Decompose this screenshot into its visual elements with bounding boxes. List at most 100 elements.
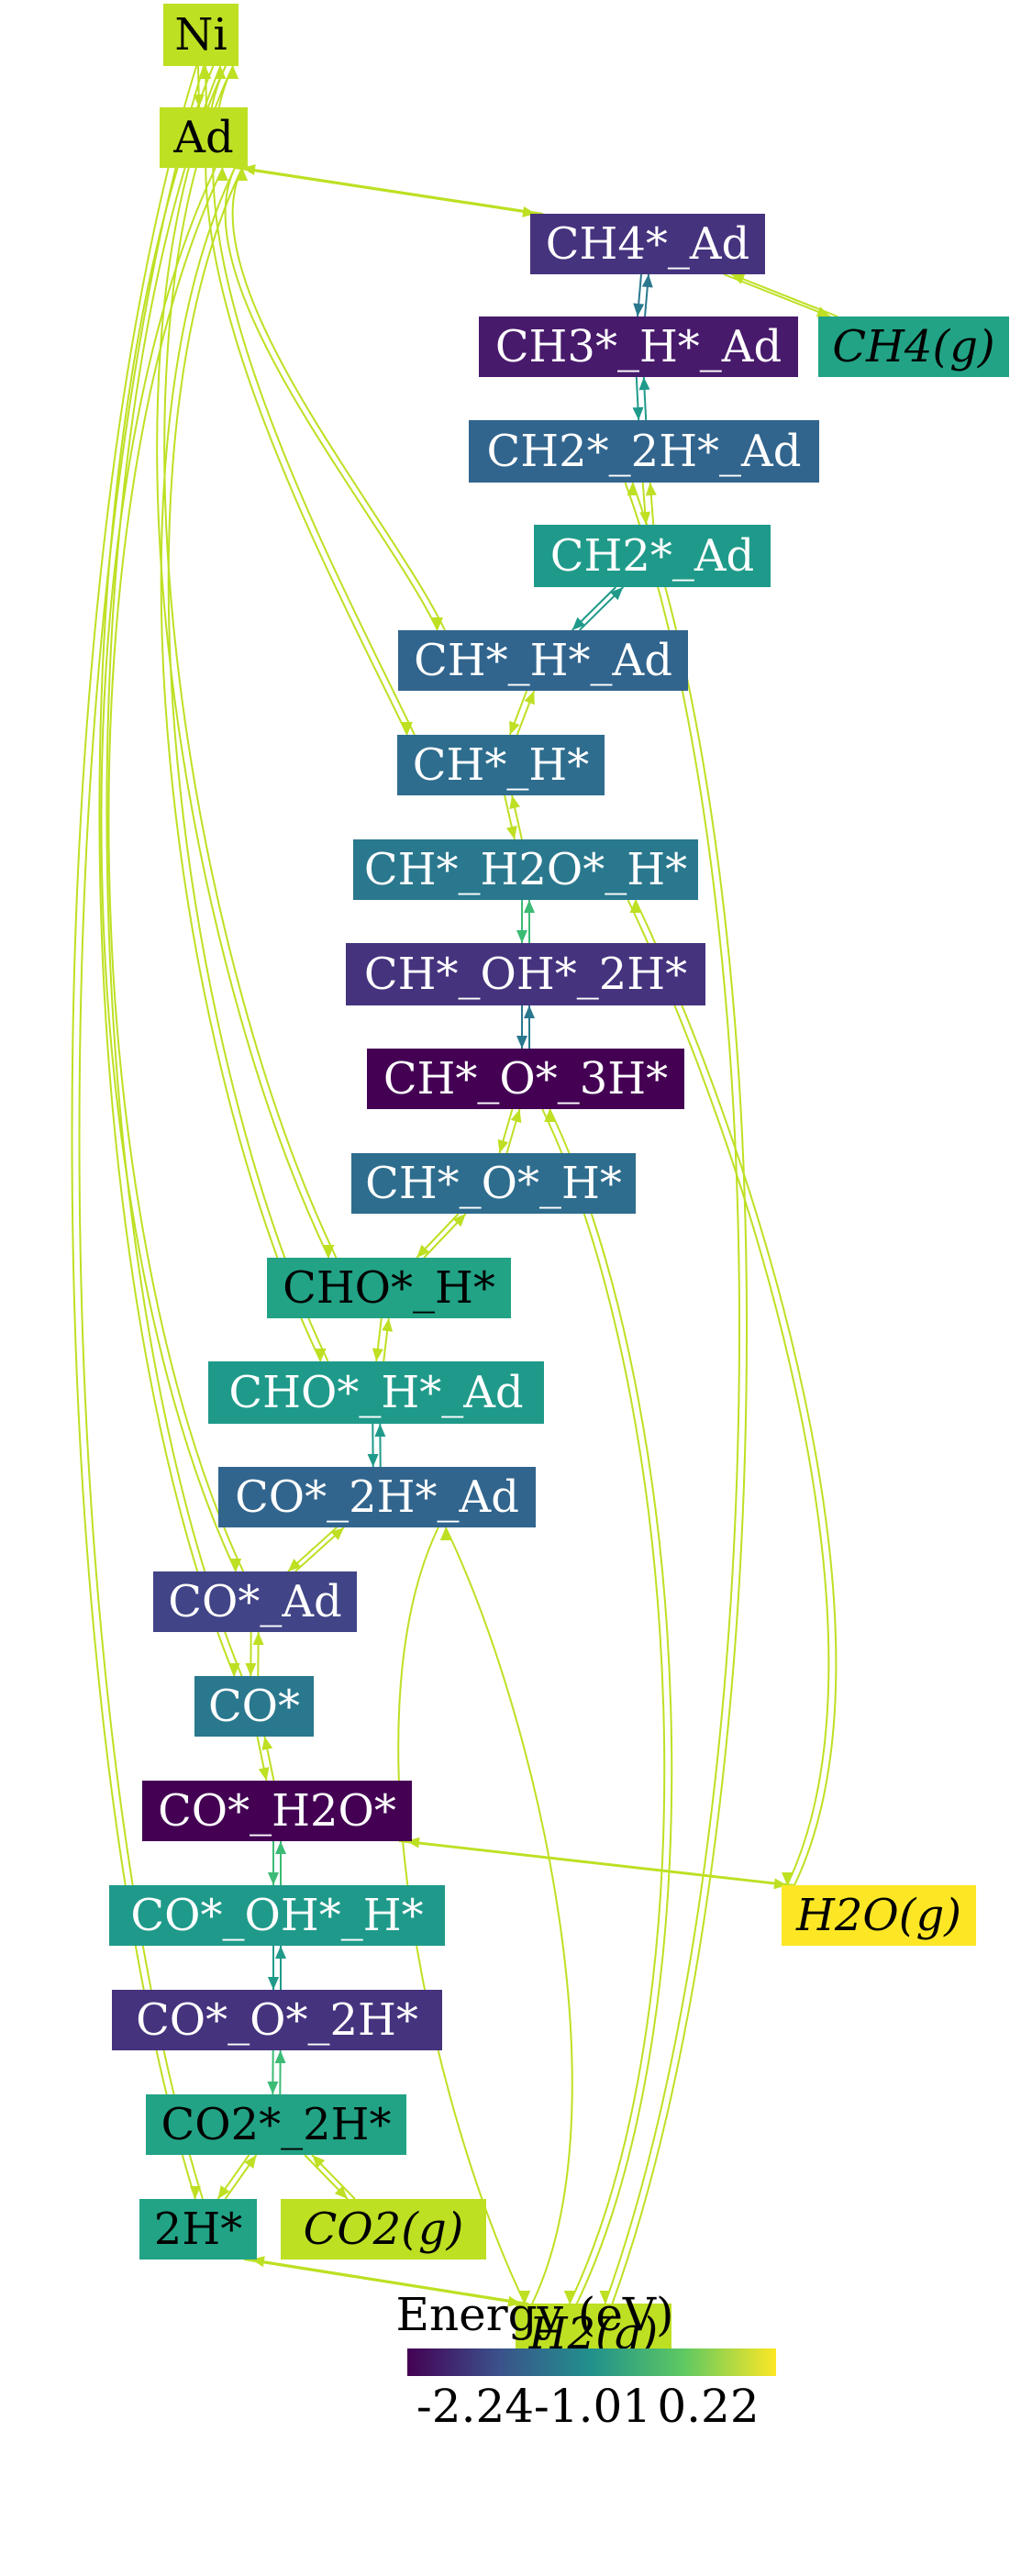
node-box-CH_O_3H — [367, 1049, 684, 1109]
arrowhead-H2-to-Ni — [198, 66, 210, 79]
node-box-CH4_Ad — [530, 214, 765, 274]
node-label-CH4_Ad: CH4*_Ad — [546, 218, 750, 270]
node-CH2_2H_Ad: CH2*_2H*_Ad — [469, 420, 819, 483]
arrowhead-CH3_H_Ad-to-CH2_2H_Ad — [632, 406, 644, 420]
node-CH4_Ad: CH4*_Ad — [530, 214, 765, 274]
edge-CHO_H_Ad-to-Ad — [167, 167, 329, 1362]
node-CH_H2O_H: CH*_H2O*_H* — [353, 839, 698, 900]
arrowhead-CO_OH_H-to-CO_H2O — [275, 1841, 286, 1854]
node-CO_H2O: CO*_H2O* — [142, 1781, 412, 1841]
arrowhead-CH_O_H-to-CHO_H — [416, 1244, 430, 1258]
edge-H2g-to-H2 — [250, 2259, 529, 2304]
node-label-CH_O_3H: CH*_O*_3H* — [383, 1053, 668, 1105]
node-CH3_H_Ad: CH3*_H*_Ad — [479, 316, 798, 377]
edge-H2Og-to-CO_H2O — [405, 1840, 795, 1886]
colorbar-tick-mid: -1.01 — [534, 2380, 651, 2433]
arrowhead-CHO_H-to-Ni — [228, 66, 239, 79]
node-box-CH2_2H_Ad — [469, 420, 819, 483]
arrowhead-CO_2H_Ad-to-CO_Ad — [287, 1559, 302, 1571]
node-label-CO_H2O: CO*_H2O* — [158, 1785, 396, 1837]
colorbar-tick-max: 0.22 — [657, 2380, 759, 2433]
node-label-CO_Ad: CO*_Ad — [168, 1576, 341, 1627]
node-CHO_H_Ad: CHO*_H*_Ad — [208, 1361, 544, 1424]
node-CH_H_Ad: CH*_H*_Ad — [398, 630, 688, 691]
edge-Ad-to-CH_H_Ad — [224, 167, 438, 631]
node-H2: 2H* — [139, 2199, 257, 2260]
node-CH2_Ad: CH2*_Ad — [534, 525, 771, 587]
arrowhead-CH_H-to-CH_H_Ad — [524, 691, 535, 705]
edges-layer — [71, 65, 838, 2307]
arrowhead-CO-to-CO_H2O — [258, 1767, 270, 1781]
arrowhead-H2g-to-CH_O_3H — [544, 1109, 556, 1122]
arrowhead-CHO_H-to-CHO_H_Ad — [372, 1348, 383, 1361]
arrowhead-CH_H-to-CH_H2O_H — [505, 826, 517, 839]
node-label-CO2_2H: CO2*_2H* — [161, 2099, 391, 2150]
colorbar-title: Energy (eV) — [395, 2288, 673, 2341]
edge-CO-to-Ni — [105, 65, 243, 1677]
node-CO2_2H: CO2*_2H* — [146, 2094, 406, 2155]
arrowhead-CH2_2H_Ad-to-CH3_H_Ad — [638, 377, 650, 391]
node-CO_2H_Ad: CO*_2H*_Ad — [218, 1467, 536, 1527]
edge-H2-to-H2g — [243, 2259, 522, 2304]
arrowhead-CH_O_3H-to-H2g — [563, 2291, 575, 2304]
node-label-CO_2H_Ad: CO*_2H*_Ad — [235, 1471, 519, 1523]
node-label-CH_H_Ad: CH*_H*_Ad — [414, 635, 672, 686]
node-box-CH4g — [818, 316, 1009, 377]
node-box-CO_2H_Ad — [218, 1467, 536, 1527]
node-label-CH3_H_Ad: CH3*_H*_Ad — [495, 321, 782, 372]
node-box-CH_O_H — [351, 1153, 636, 1214]
node-label-CH_OH_2H: CH*_OH*_2H* — [364, 949, 687, 1000]
node-CH4g: CH4(g) — [818, 316, 1009, 377]
edge-CH_H2O_H-to-H2Og — [627, 899, 830, 1886]
colorbar-tick-min: -2.24 — [416, 2380, 534, 2433]
edge-Ad-to-CHO_H_Ad — [160, 167, 322, 1362]
node-box-CO2_2H — [146, 2094, 406, 2155]
arrowhead-CHO_H-to-CH_O_H — [452, 1214, 466, 1227]
node-box-CHO_H — [267, 1258, 511, 1318]
node-label-CH2_2H_Ad: CH2*_2H*_Ad — [487, 426, 802, 477]
node-box-CH_H_Ad — [398, 630, 688, 691]
node-box-CH_H — [397, 735, 605, 795]
arrowhead-CH2_Ad-to-CH_H_Ad — [572, 616, 585, 630]
node-box-CH_H2O_H — [353, 839, 698, 900]
node-box-Ni — [163, 4, 239, 66]
arrowhead-CHO_H_Ad-to-CO_2H_Ad — [367, 1453, 379, 1467]
node-box-CO_H2O — [142, 1781, 412, 1841]
arrowhead-CO2_2H-to-CO_O_2H — [274, 2050, 286, 2064]
arrowhead-CH2_2H_Ad-to-H2g — [599, 2291, 611, 2304]
node-label-CHO_H_Ad: CHO*_H*_Ad — [228, 1367, 523, 1418]
node-CO2g: CO2(g) — [281, 2199, 486, 2260]
edge-H2-to-Ni — [78, 65, 205, 2200]
node-box-CHO_H_Ad — [208, 1361, 544, 1424]
node-label-Ad: Ad — [172, 112, 233, 163]
node-box-CH2_Ad — [534, 525, 771, 587]
edge-Ni-to-CHO_H — [156, 65, 330, 1259]
arrowhead-CO_2H_Ad-to-CHO_H_Ad — [374, 1424, 386, 1438]
edge-CH4_Ad-to-Ad — [241, 167, 544, 215]
edge-CH4g-to-CH4_Ad — [730, 273, 838, 317]
node-box-H2 — [139, 2199, 257, 2260]
node-label-CO_OH_H: CO*_OH*_H* — [130, 1890, 423, 1941]
arrowhead-CH_O_3H-to-CH_O_H — [497, 1138, 509, 1153]
arrowhead-CO2g-to-CO2_2H — [312, 2155, 326, 2169]
node-box-CO_Ad — [153, 1571, 357, 1632]
arrowhead-CHO_H_Ad-to-Ad — [237, 168, 248, 181]
node-CHO_H: CHO*_H* — [267, 1258, 511, 1318]
node-CO_Ad: CO*_Ad — [153, 1571, 357, 1632]
edge-CH_O_3H-to-H2g — [541, 1108, 666, 2304]
node-CH_O_H: CH*_O*_H* — [351, 1153, 636, 1214]
colorbar-gradient — [407, 2348, 776, 2376]
node-box-H2Og — [782, 1885, 976, 1946]
node-label-CHO_H: CHO*_H* — [283, 1262, 495, 1314]
arrowhead-CO_Ad-to-Ad — [216, 168, 228, 181]
node-box-CH3_H_Ad — [479, 316, 798, 377]
node-box-CH_OH_2H — [346, 943, 705, 1005]
edge-H2g-to-CO_2H_Ad — [444, 1527, 573, 2304]
arrowhead-CO_O_2H-to-CO2_2H — [267, 2081, 279, 2094]
node-CH_O_3H: CH*_O*_3H* — [367, 1049, 684, 1109]
arrowhead-CH_OH_2H-to-CH_H2O_H — [524, 900, 535, 913]
nodes-layer: Ni Ad CH4*_Ad CH3*_H*_Ad CH4(g) CH2*_2H*_Ad CH… — [109, 4, 1009, 2364]
arrowhead-CO_Ad-to-CO — [245, 1662, 257, 1676]
edge-CH2_2H_Ad-to-H2g — [604, 482, 740, 2304]
